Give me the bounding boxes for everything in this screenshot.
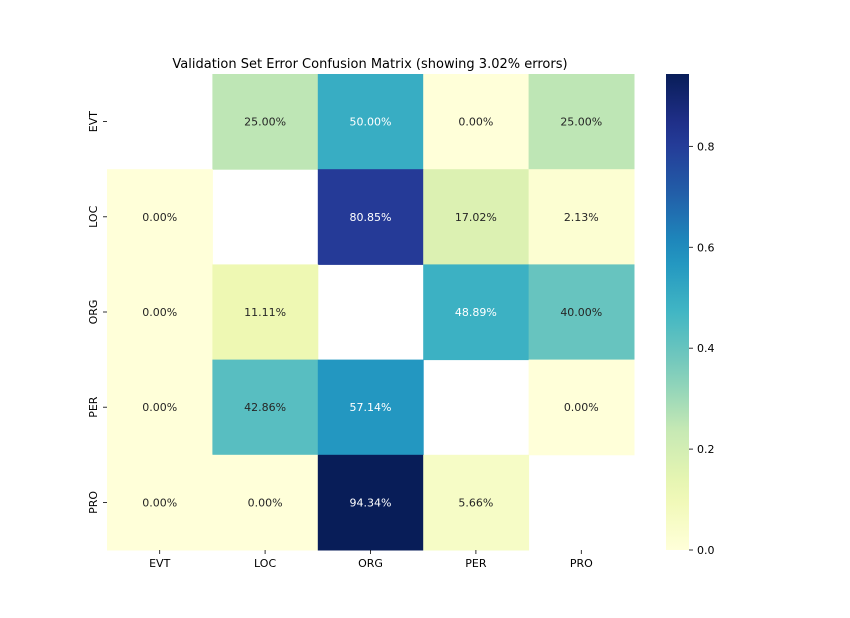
cell-value-label: 0.00% — [564, 401, 599, 414]
heatmap-cell — [317, 74, 424, 170]
heatmap-cell — [317, 359, 424, 456]
heatmap-cell — [528, 74, 635, 170]
heatmap-cell — [212, 74, 319, 170]
heatmap-cell — [212, 359, 319, 456]
heatmap-cell — [423, 264, 530, 361]
heatmap-cells: 25.00% 50.00% 0.00% 25.00% 0.00% 80.85% 17.02%… — [107, 74, 635, 551]
row-tick-label: EVT — [87, 111, 100, 132]
chart-title: Validation Set Error Confusion Matrix (s… — [172, 57, 567, 72]
heatmap-cell — [528, 359, 635, 456]
cell-value-label: 2.13% — [564, 211, 599, 224]
colorbar-tick-labels: 0.0 0.2 0.4 0.6 0.8 — [689, 140, 715, 557]
heatmap-cell — [528, 264, 635, 361]
cell-value-label: 25.00% — [244, 116, 286, 129]
heatmap-cell — [107, 169, 213, 265]
colorbar-tick-label: 0.8 — [697, 140, 715, 153]
row-tick-label: PRO — [87, 491, 100, 514]
heatmap-cell — [528, 169, 635, 265]
colorbar-tick-label: 0.6 — [697, 241, 715, 254]
row-tick-label: LOC — [87, 205, 100, 227]
heatmap-cell — [107, 454, 213, 551]
cell-value-label: 0.00% — [142, 211, 177, 224]
column-tick-label: PRO — [570, 557, 593, 570]
heatmap-cell — [212, 454, 319, 551]
cell-value-label: 50.00% — [350, 116, 392, 129]
column-tick-labels: EVT LOC ORG PER PRO — [149, 550, 593, 570]
cell-value-label: 80.85% — [350, 211, 392, 224]
cell-value-label: 11.11% — [244, 306, 286, 319]
heatmap-cell — [107, 264, 213, 361]
heatmap-cell — [107, 359, 213, 456]
cell-value-label: 40.00% — [560, 306, 602, 319]
cell-value-label: 5.66% — [458, 496, 493, 509]
row-tick-label: ORG — [87, 300, 100, 325]
cell-value-label: 0.00% — [142, 401, 177, 414]
row-tick-labels: EVT LOC ORG PER PRO — [87, 111, 107, 514]
heatmap-cell — [423, 169, 530, 265]
cell-value-label: 94.34% — [350, 496, 392, 509]
cell-value-label: 48.89% — [455, 306, 497, 319]
cell-value-label: 0.00% — [248, 496, 283, 509]
column-tick-label: ORG — [358, 557, 383, 570]
heatmap-cell — [423, 74, 530, 170]
colorbar — [666, 74, 689, 550]
colorbar-tick-label: 0.4 — [697, 342, 715, 355]
heatmap-cell — [317, 454, 424, 551]
column-tick-label: EVT — [149, 557, 170, 570]
cell-value-label: 0.00% — [142, 496, 177, 509]
colorbar-tick-label: 0.2 — [697, 443, 715, 456]
heatmap-cell — [423, 454, 530, 551]
cell-value-label: 0.00% — [458, 116, 493, 129]
heatmap-cell — [317, 169, 424, 265]
heatmap-cell — [212, 264, 319, 361]
row-tick-label: PER — [87, 396, 100, 418]
cell-value-label: 17.02% — [455, 211, 497, 224]
colorbar-tick-label: 0.0 — [697, 544, 715, 557]
column-tick-label: PER — [465, 557, 487, 570]
cell-value-label: 42.86% — [244, 401, 286, 414]
cell-value-label: 0.00% — [142, 306, 177, 319]
cell-value-label: 57.14% — [350, 401, 392, 414]
cell-value-label: 25.00% — [560, 116, 602, 129]
column-tick-label: LOC — [254, 557, 276, 570]
